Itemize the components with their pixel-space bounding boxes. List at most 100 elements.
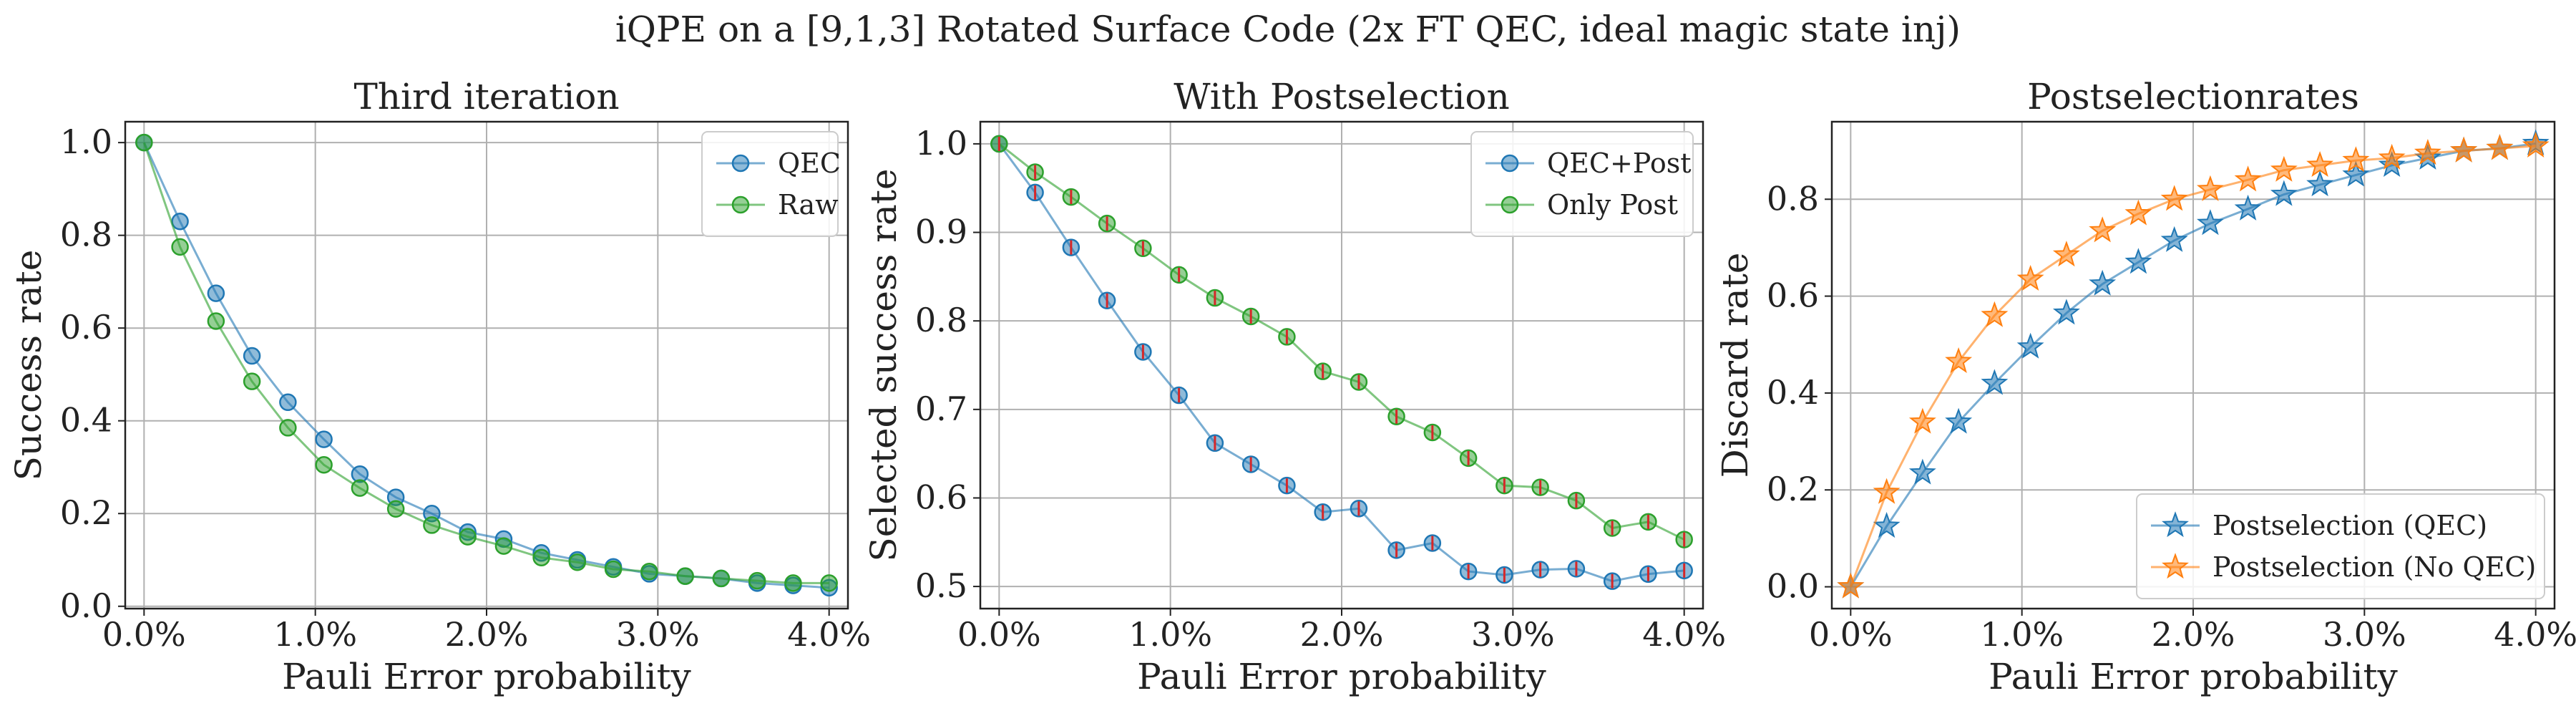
y-tick-label: 1.0 (915, 124, 967, 163)
data-point (494, 537, 513, 555)
legend-marker (731, 154, 750, 173)
data-point (1837, 572, 1865, 599)
legend-marker (2162, 553, 2189, 579)
x-axis-label: Pauli Error probability (282, 656, 691, 697)
x-tick-label: 2.0% (2152, 615, 2235, 654)
data-point (2016, 332, 2044, 359)
y-tick-label: 0.5 (915, 566, 967, 605)
y-tick-label: 0.6 (915, 478, 967, 516)
x-tick-label: 1.0% (273, 615, 357, 654)
data-point (1873, 512, 1901, 538)
y-tick-label: 0.2 (1767, 470, 1819, 508)
data-point (2270, 180, 2298, 206)
data-point (2342, 146, 2370, 173)
data-point (135, 133, 153, 152)
x-tick-label: 2.0% (1300, 615, 1384, 654)
y-tick-label: 0.7 (915, 390, 967, 428)
x-tick-label: 3.0% (616, 615, 700, 654)
y-axis-label: Discard rate (1714, 253, 1756, 478)
chart-title: With Postselection (1174, 76, 1509, 117)
data-point (2270, 155, 2298, 182)
y-tick-label: 0.6 (1767, 276, 1819, 315)
data-point (676, 567, 694, 585)
y-tick-label: 0.9 (915, 213, 967, 251)
data-point (171, 212, 189, 231)
legend-marker (731, 195, 750, 214)
x-tick-label: 0.0% (957, 615, 1041, 654)
data-point (2160, 226, 2188, 252)
legend-marker (1501, 154, 1519, 173)
data-point (820, 574, 838, 592)
data-point (2234, 194, 2262, 221)
y-tick-label: 0.0 (60, 586, 112, 625)
data-point (2160, 185, 2188, 211)
y-axis-label: Selected success rate (863, 168, 904, 561)
x-tick-label: 4.0% (2494, 615, 2576, 654)
legend-label: Postselection (QEC) (2212, 510, 2487, 541)
data-point (423, 516, 441, 534)
legend-label: Postselection (No QEC) (2212, 551, 2536, 583)
data-point (315, 455, 333, 474)
legend-box (2136, 493, 2545, 599)
chart-title: Third iteration (353, 76, 619, 117)
data-point (386, 500, 405, 518)
chart-panel-2: 0.0% 1.0% 2.0% 3.0% 4.0% 0.5 0.6 0.7 0.8 0.9 1.0 Wi… (863, 76, 1726, 697)
legend-label: Raw (778, 189, 839, 221)
y-tick-label: 0.2 (60, 493, 112, 532)
data-point (2378, 143, 2406, 170)
data-point (351, 479, 369, 497)
x-tick-label: 1.0% (1128, 615, 1212, 654)
data-point (568, 553, 587, 571)
chart-panel-3: 0.0% 1.0% 2.0% 3.0% 4.0% 0.0 0.2 0.4 0.6 0.8 Posts… (1714, 76, 2576, 697)
x-tick-label: 2.0% (445, 615, 529, 654)
x-tick-label: 3.0% (2323, 615, 2406, 654)
y-axis-label: Success rate (8, 250, 49, 481)
x-tick-label: 4.0% (1642, 615, 1726, 654)
data-point (459, 528, 477, 546)
data-point (2306, 170, 2334, 197)
data-point (640, 562, 658, 581)
data-point (207, 312, 225, 330)
data-point (2450, 136, 2478, 163)
data-point (2414, 139, 2441, 165)
data-point (279, 419, 297, 437)
x-tick-label: 3.0% (1471, 615, 1555, 654)
legend: QEC+Post Only Post (1470, 131, 1694, 237)
data-point (2052, 241, 2080, 267)
data-point (2522, 131, 2550, 158)
data-point (2342, 160, 2370, 187)
data-point (1873, 478, 1901, 504)
x-axis-label: Pauli Error probability (1989, 656, 2398, 697)
chart-title: Postselectionrates (2027, 76, 2359, 117)
data-point (243, 372, 261, 390)
data-point (784, 574, 802, 592)
data-point (2089, 216, 2117, 243)
data-point (1981, 301, 2009, 327)
data-point (1981, 369, 2009, 395)
data-point (2052, 299, 2080, 325)
data-point (532, 548, 550, 567)
data-point (279, 393, 297, 412)
data-point (604, 560, 623, 579)
x-axis-label: Pauli Error probability (1137, 656, 1546, 697)
data-point (2234, 165, 2262, 192)
y-tick-label: 0.8 (60, 216, 112, 254)
data-point (2306, 150, 2334, 178)
data-point (2196, 209, 2224, 236)
legend-marker (2162, 511, 2189, 538)
data-point (1908, 407, 1936, 434)
data-point (2196, 175, 2224, 201)
chart-panel-1: 0.0% 1.0% 2.0% 3.0% 4.0% 0.0 0.2 0.4 0.6 0.8 1.0 Th… (8, 76, 871, 697)
y-tick-label: 0.8 (915, 301, 967, 339)
data-point (2124, 248, 2152, 274)
legend-label: Only Post (1547, 189, 1678, 221)
data-point (315, 430, 333, 448)
legend-marker (1501, 195, 1519, 214)
x-tick-label: 0.0% (1809, 615, 1893, 654)
y-tick-label: 1.0 (60, 122, 112, 161)
legend-label: QEC (778, 147, 841, 179)
data-point (243, 347, 261, 365)
data-point (2016, 264, 2044, 291)
legend-box (1470, 131, 1694, 237)
x-tick-label: 0.0% (102, 615, 186, 654)
